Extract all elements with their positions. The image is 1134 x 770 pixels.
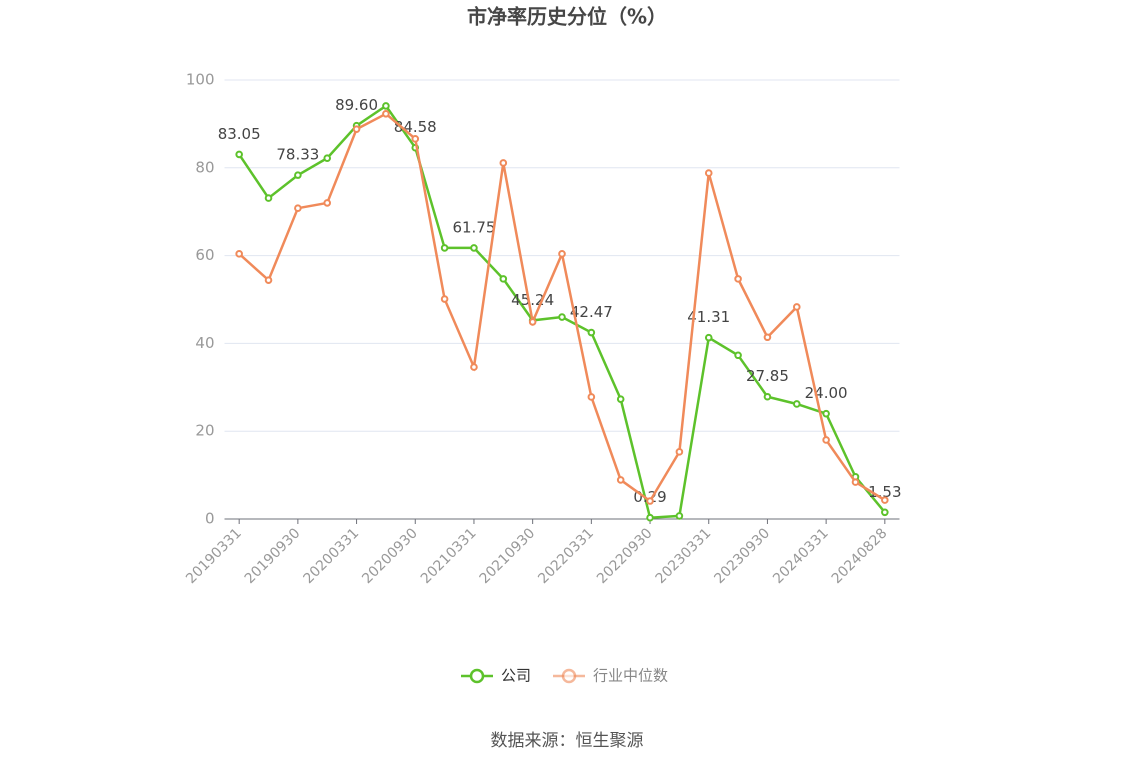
data-point [646,497,654,505]
x-tick-label: 20200930 [359,525,421,587]
x-tick-label: 20230930 [711,525,773,587]
x-tick-label: 20220930 [594,525,656,587]
x-tick-label: 20210930 [477,525,539,587]
legend-marker [469,668,485,684]
y-tick-label: 20 [195,422,214,440]
source-note: 数据来源：恒生聚源 [491,731,644,751]
data-point [881,496,889,504]
data-label: 78.33 [276,146,319,164]
x-tick-label: 20220331 [535,525,597,587]
data-point [235,150,243,159]
data-point [675,448,684,456]
data-label: 45.24 [511,291,554,309]
data-point [675,512,684,520]
data-label: 84.58 [394,118,437,136]
x-tick-label: 20230331 [653,525,715,587]
y-tick-label: 80 [195,158,214,176]
data-point [235,250,243,258]
x-tick-label: 20190930 [242,525,304,587]
data-point [558,313,566,321]
legend-label: 行业中位数 [593,667,668,685]
data-point [616,476,625,484]
data-point [382,102,390,110]
data-point [704,333,713,342]
y-tick-label: 0 [205,510,215,528]
data-point [352,125,361,133]
x-tick-label: 20190331 [183,525,245,587]
data-label: 41.31 [687,308,730,326]
chart-title: 市净率历史分位（%） [467,5,667,29]
data-point [323,154,332,162]
data-point [470,244,478,252]
y-tick-label: 100 [186,71,215,89]
data-point [763,333,772,342]
data-point [294,204,302,212]
legend-label: 公司 [501,667,531,685]
data-point [646,513,654,522]
data-point [499,159,508,167]
y-tick-label: 60 [195,246,214,264]
data-point [528,318,537,326]
data-point [734,275,742,283]
data-point [323,199,332,207]
data-point [558,250,566,258]
data-label: 24.00 [805,384,848,402]
data-label: 27.85 [746,367,789,385]
data-point [616,395,625,403]
data-point [440,295,449,303]
legend-marker [561,668,577,684]
data-point [881,508,889,517]
data-point [499,275,508,283]
x-tick-label: 20200331 [301,525,363,587]
x-tick-label: 20240331 [770,525,832,587]
data-point [792,400,801,408]
data-point [587,328,596,337]
data-label: 89.60 [335,96,378,114]
series-line [238,112,886,503]
data-point [294,171,302,179]
data-point [440,244,449,252]
data-point [704,169,713,177]
data-label: 61.75 [452,218,495,236]
x-tick-label: 20210331 [418,525,480,587]
y-tick-label: 40 [195,334,214,352]
data-point [470,363,478,371]
data-point [822,436,830,444]
data-point [264,194,273,202]
data-label: 83.05 [218,125,261,143]
data-point [411,135,420,143]
data-point [763,392,772,401]
data-label: 42.47 [570,303,613,321]
data-point [822,409,830,418]
data-point [587,393,596,401]
data-point [734,351,742,360]
x-tick-label: 20240828 [829,525,891,587]
data-point [792,303,801,311]
data-point [264,276,273,284]
data-point [851,478,860,486]
data-point [382,110,390,118]
